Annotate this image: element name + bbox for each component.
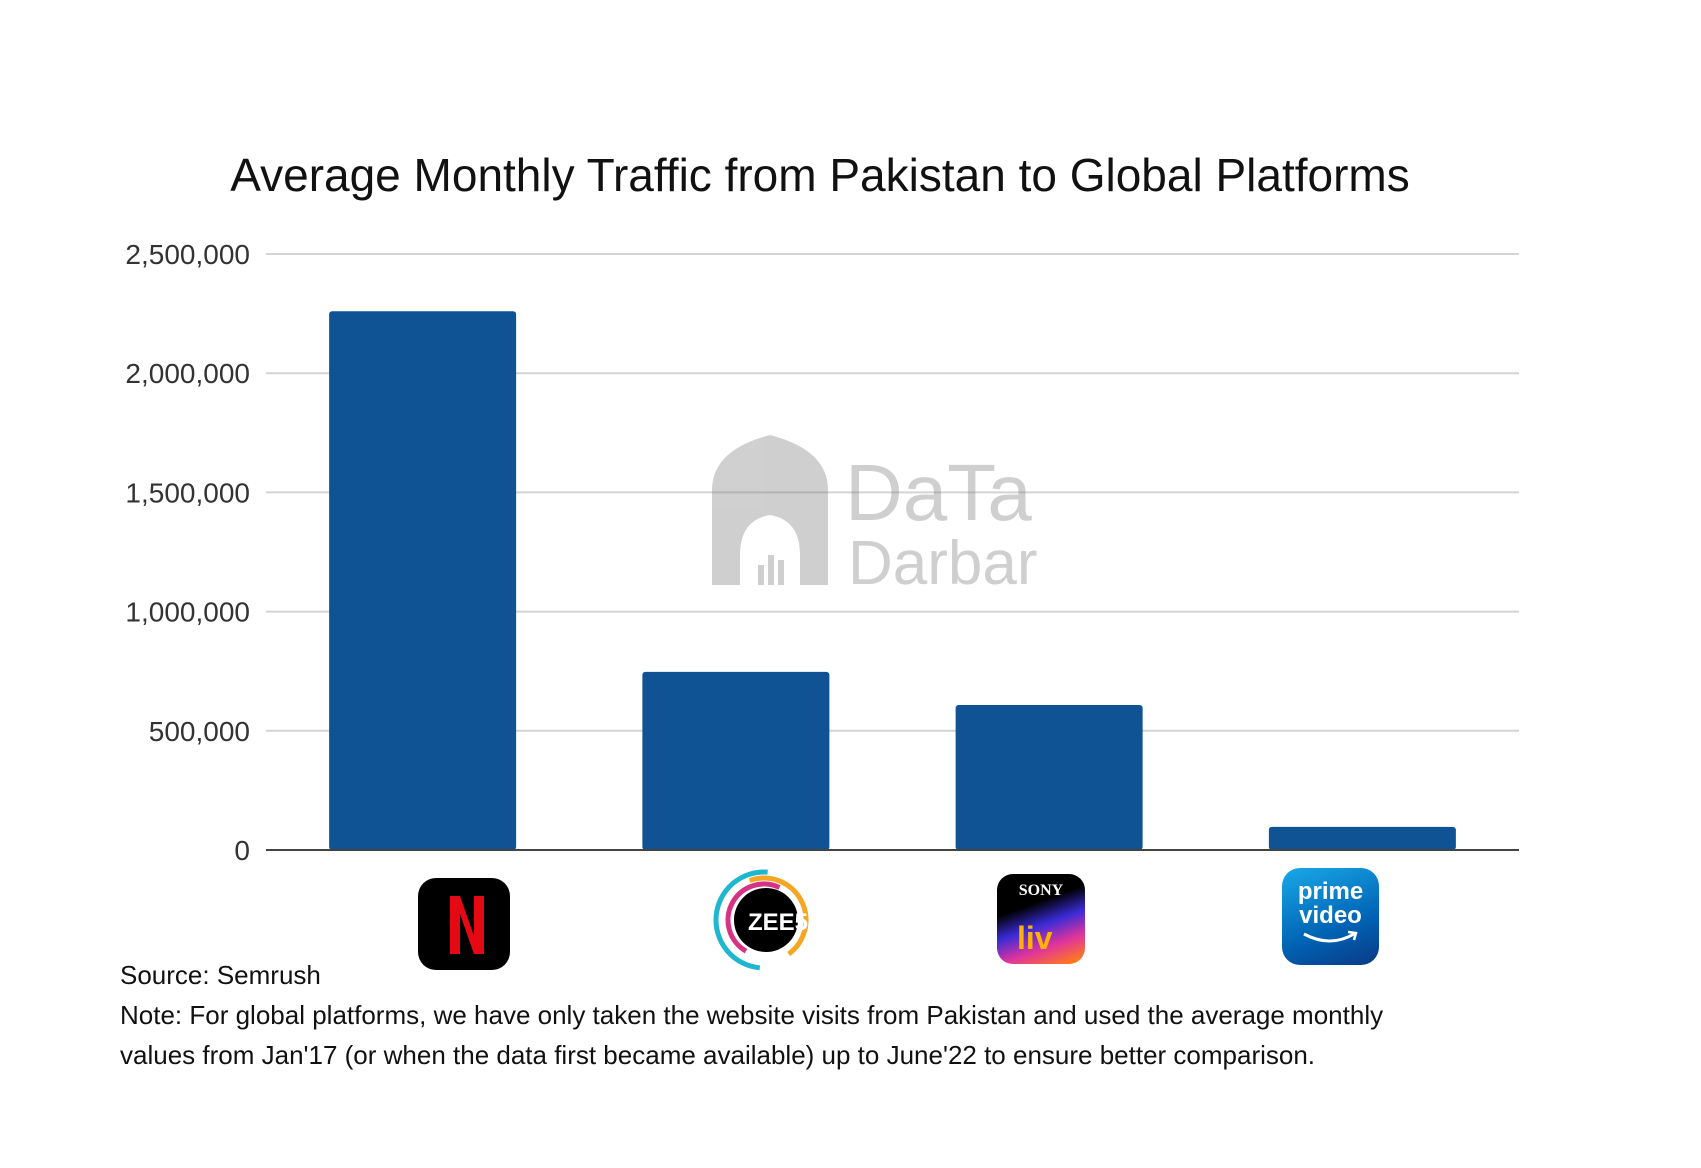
- bar-prime-video: [1268, 826, 1456, 850]
- y-tick-label: 1,000,000: [125, 597, 250, 628]
- source-text: Source: Semrush: [120, 960, 321, 990]
- zee5-logo: ZEE5: [712, 868, 822, 972]
- note-line-1: Note: For global platforms, we have only…: [120, 1000, 1384, 1030]
- video-text: video: [1299, 902, 1362, 929]
- zee5-text: ZEE5: [748, 909, 808, 936]
- liv-text: liv: [1017, 920, 1053, 956]
- note-line-2: values from Jan'17 (or when the data fir…: [120, 1040, 1316, 1070]
- sony-text: SONY: [1018, 882, 1064, 899]
- prime-text: prime: [1297, 878, 1364, 905]
- y-tick-label: 0: [234, 835, 250, 866]
- netflix-logo: [418, 878, 510, 970]
- y-tick-label: 500,000: [149, 716, 250, 747]
- y-tick-label: 1,500,000: [125, 477, 250, 508]
- bar-zee5: [642, 671, 830, 850]
- prime-video-logo: prime video: [1282, 868, 1379, 965]
- watermark-line2: Darbar: [848, 529, 1038, 598]
- data-darbar-watermark: DaTa Darbar: [712, 435, 1038, 598]
- chart-title: Average Monthly Traffic from Pakistan to…: [230, 149, 1410, 201]
- bar-sonyliv: [955, 705, 1143, 850]
- sonyliv-logo: SONY liv: [997, 874, 1085, 964]
- y-tick-label: 2,500,000: [125, 239, 250, 270]
- watermark-line1: DaTa: [845, 448, 1032, 537]
- bar-netflix: [329, 311, 517, 850]
- y-tick-label: 2,000,000: [125, 358, 250, 389]
- amazon-smile-icon: [1303, 930, 1358, 943]
